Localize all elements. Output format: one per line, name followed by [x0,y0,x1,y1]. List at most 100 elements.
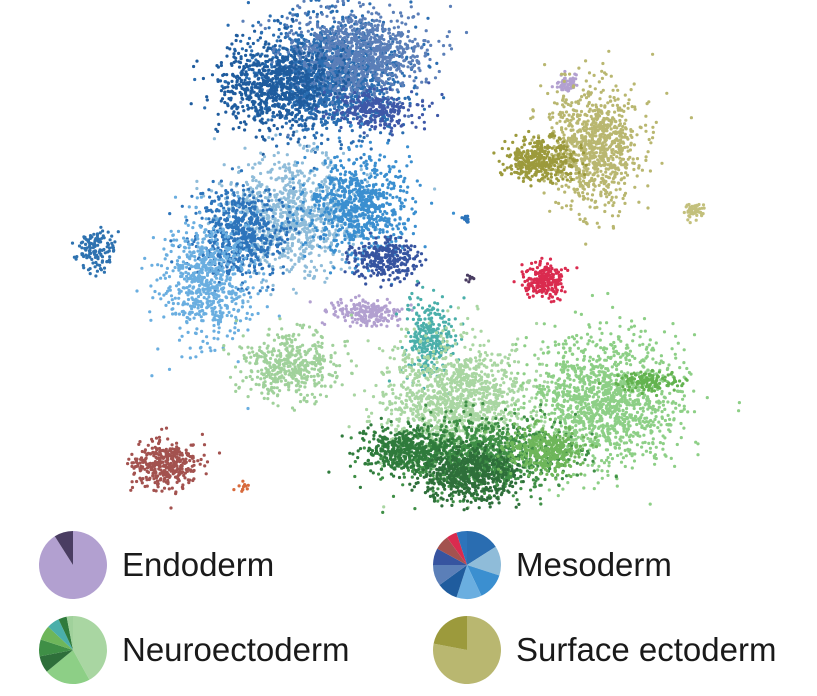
data-point [279,32,283,36]
data-point [433,76,438,80]
data-point [407,154,411,159]
data-point [223,80,227,84]
data-point [339,125,343,130]
data-point [373,192,378,196]
data-point [256,52,260,56]
data-point [392,101,396,105]
data-point [305,94,310,99]
data-point [302,46,307,50]
data-point [280,200,284,204]
data-point [369,65,373,69]
data-point [301,71,305,75]
data-point [411,15,415,19]
data-point [343,202,347,206]
data-point [253,29,257,33]
data-point [353,91,357,95]
data-point [388,45,392,49]
data-point [311,235,315,239]
data-point [411,232,415,236]
data-point [373,164,377,168]
data-point [378,228,382,232]
data-point [312,71,316,75]
data-point [368,140,372,144]
data-point [366,180,370,184]
data-point [357,95,361,99]
data-point [251,24,255,28]
data-point [368,128,372,132]
data-point [343,234,347,238]
data-point [386,186,390,190]
data-point [395,98,399,102]
data-point [301,183,305,187]
data-point [386,105,390,109]
data-point [325,61,330,65]
data-point [296,239,300,243]
data-point [315,145,320,149]
data-point [404,22,408,26]
data-point [406,16,410,20]
data-point [231,72,235,76]
data-point [328,69,333,73]
data-point [350,37,354,42]
data-point [298,26,302,30]
data-point [397,111,401,115]
data-point [373,24,377,28]
data-point [278,215,283,219]
data-point [307,87,312,91]
data-point [219,89,223,93]
data-point [320,133,324,137]
data-point [324,53,328,57]
data-point [364,41,368,45]
data-point [289,53,293,58]
data-point [339,54,343,58]
data-point [405,55,409,59]
data-point [388,180,392,184]
data-point [275,39,279,43]
data-point [442,96,446,100]
data-point [375,220,379,224]
data-point [393,65,397,69]
data-point [345,74,349,78]
data-point [422,127,427,131]
data-point [239,39,243,43]
data-point [348,266,352,270]
data-point [307,177,311,181]
data-point [375,45,379,49]
data-point [293,103,297,107]
data-point [193,77,197,82]
data-point [402,204,406,209]
data-point [315,213,319,217]
data-point [295,207,299,211]
data-point [283,254,287,258]
data-point [373,228,377,232]
data-point [225,46,229,50]
data-point [378,153,382,157]
data-point [364,108,368,112]
data-point [244,180,249,184]
data-point [335,168,339,172]
data-point [290,234,294,238]
data-point [326,33,330,37]
data-point [420,45,424,49]
data-point [355,46,359,50]
data-point [318,245,322,249]
data-point [324,151,328,155]
data-point [376,223,380,227]
data-point [381,204,385,208]
data-point [322,90,326,94]
data-point [395,75,399,79]
data-point [256,82,260,86]
data-point [381,217,386,221]
data-point [365,226,369,230]
data-point [309,149,313,153]
data-point [290,60,294,64]
data-point [263,91,267,96]
data-point [309,190,313,194]
data-point [326,192,330,197]
data-point [376,23,380,27]
data-point [346,95,350,99]
data-point [272,65,277,69]
data-point [307,45,311,50]
data-point [366,209,370,214]
data-point [292,186,296,190]
